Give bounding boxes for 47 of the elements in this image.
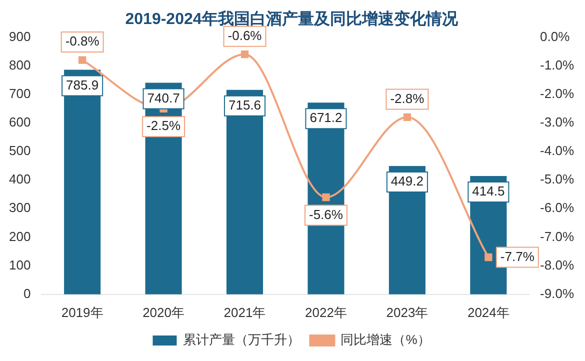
point xyxy=(403,113,412,122)
y2-tick-label: -2.0% xyxy=(540,86,574,101)
bar xyxy=(64,70,101,294)
y2-tick-label: -4.0% xyxy=(540,143,574,158)
y2-tick-label: -1.0% xyxy=(540,57,574,72)
y2-tick-label: -7.0% xyxy=(540,228,574,244)
x-tick-label: 2021年 xyxy=(224,304,266,320)
legend-label: 同比增速（%） xyxy=(340,332,430,348)
y2-tick-label: -3.0% xyxy=(540,114,574,130)
y2-tick-label: -8.0% xyxy=(540,257,574,272)
y-tick-label: 200 xyxy=(8,228,31,244)
data-label: -0.8% xyxy=(65,34,100,49)
point xyxy=(240,50,249,58)
x-tick-label: 2024年 xyxy=(467,304,510,320)
data-label: 740.7 xyxy=(147,90,180,106)
chart-title: 2019-2024年我国白酒产量及同比增速变化情况 xyxy=(125,10,459,28)
data-label: 671.2 xyxy=(310,110,342,126)
y-tick-label: 600 xyxy=(8,114,31,130)
data-label: 715.6 xyxy=(228,97,262,112)
data-label: 449.2 xyxy=(390,174,424,189)
y2-tick-label: -9.0% xyxy=(540,286,574,301)
y-tick-label: 0 xyxy=(23,286,31,301)
y2-tick-label: -6.0% xyxy=(540,200,574,216)
data-label: 414.5 xyxy=(472,184,505,199)
x-tick-label: 2019年 xyxy=(61,304,104,320)
data-label: -7.7% xyxy=(500,248,535,264)
data-label: 785.9 xyxy=(66,77,99,92)
y-tick-label: 300 xyxy=(8,200,31,216)
y2-tick-label: 0.0% xyxy=(540,28,570,44)
x-tick-label: 2023年 xyxy=(386,304,428,320)
y-tick-label: 100 xyxy=(8,257,31,272)
y-tick-label: 900 xyxy=(8,28,31,44)
data-label: -5.6% xyxy=(308,206,344,222)
y-tick-label: 500 xyxy=(8,143,31,158)
legend-label: 累计产量（万千升） xyxy=(183,332,300,348)
data-label: -0.6% xyxy=(228,28,262,43)
y-tick-label: 800 xyxy=(8,57,31,72)
point xyxy=(78,56,86,64)
x-tick-label: 2020年 xyxy=(142,304,184,320)
x-tick-label: 2022年 xyxy=(305,304,347,320)
point xyxy=(322,193,330,202)
y-tick-label: 400 xyxy=(8,172,31,187)
y-tick-label: 700 xyxy=(8,86,31,101)
point xyxy=(484,253,492,262)
data-label: -2.5% xyxy=(146,118,181,134)
data-label: -2.8% xyxy=(390,90,425,106)
y2-tick-label: -5.0% xyxy=(540,172,574,187)
